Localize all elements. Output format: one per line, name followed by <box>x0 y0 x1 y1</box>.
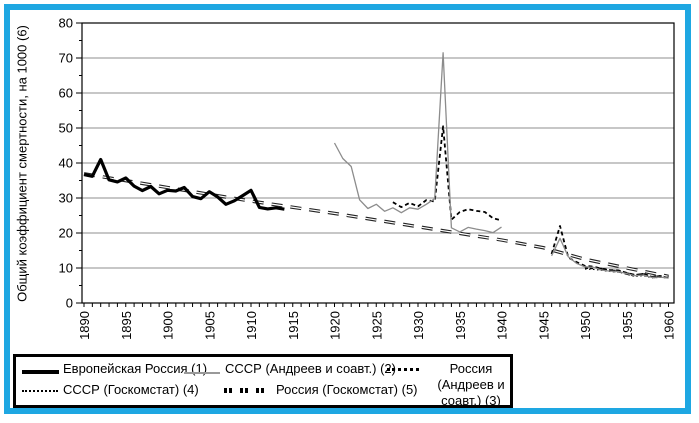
series-line-russia_andreev-seg2 <box>550 225 661 278</box>
legend-label-ussr-andreev: СССР (Андреев и соавт.) (2) <box>225 361 396 376</box>
y-tick-label-10: 10 <box>59 261 73 276</box>
y-tick-label-40: 40 <box>59 156 73 171</box>
x-tick-label-1945: 1945 <box>536 311 551 340</box>
x-tick-label-1890: 1890 <box>77 311 92 340</box>
x-tick-label-1950: 1950 <box>578 311 593 340</box>
legend-swatch-russia-andreev <box>387 368 419 371</box>
legend-label-eur-russia: Европейская Россия (1) <box>63 361 208 376</box>
series-line-eur_russia <box>83 157 285 211</box>
plot-border <box>81 22 675 304</box>
y-tick-label-20: 20 <box>59 226 73 241</box>
x-tick-label-1905: 1905 <box>202 311 217 340</box>
y-tick-label-70: 70 <box>59 51 73 66</box>
legend-swatch-ussr-goskomstat <box>22 390 58 392</box>
x-tick-label-1930: 1930 <box>411 311 426 340</box>
legend-swatch-ussr-andreev <box>184 372 220 374</box>
legend-label-russia-goskomstat: Россия (Госкомстат) (5) <box>276 382 418 397</box>
y-tick-label-60: 60 <box>59 86 73 101</box>
x-tick-label-1915: 1915 <box>286 311 301 340</box>
x-tick-label-1910: 1910 <box>244 311 259 340</box>
y-tick-label-0: 0 <box>66 296 73 311</box>
x-tick-label-1940: 1940 <box>495 311 510 340</box>
series-line-russia_andreev-seg1 <box>392 125 502 222</box>
y-tick-label-30: 30 <box>59 191 73 206</box>
y-tick-label-80: 80 <box>59 16 73 31</box>
figure-frame <box>4 4 691 414</box>
legend-swatch-russia-goskomstat <box>224 388 270 393</box>
x-tick-label-1900: 1900 <box>161 311 176 340</box>
x-tick-label-1955: 1955 <box>620 311 635 340</box>
x-tick-label-1895: 1895 <box>119 311 134 340</box>
legend-swatch-eur-russia <box>22 370 59 374</box>
series-line-ussr_andreev-seg2 <box>551 237 669 279</box>
series-line-trend-core <box>83 173 669 277</box>
series-line-ussr_andreev-seg1 <box>333 52 502 234</box>
plot-area: 0 10 20 30 40 50 60 70 80 1890 1895 1900 1905 1910 191… <box>59 16 677 340</box>
mortality-chart: Общий коэффициент смертности, на 1000 (6… <box>15 16 677 340</box>
y-tick-label-50: 50 <box>59 121 73 136</box>
x-tick-label-1960: 1960 <box>662 311 677 340</box>
legend-label-russia-andreev: Россия (Андреев и соавт.) (3) <box>437 361 505 408</box>
x-tick-label-1920: 1920 <box>328 311 343 340</box>
legend-label-ussr-goskomstat: СССР (Госкомстат) (4) <box>63 382 199 397</box>
x-tick-label-1925: 1925 <box>369 311 384 340</box>
legend: Европейская Россия (1) СССР (Андреев и с… <box>13 354 513 408</box>
x-tick-label-1935: 1935 <box>453 311 468 340</box>
